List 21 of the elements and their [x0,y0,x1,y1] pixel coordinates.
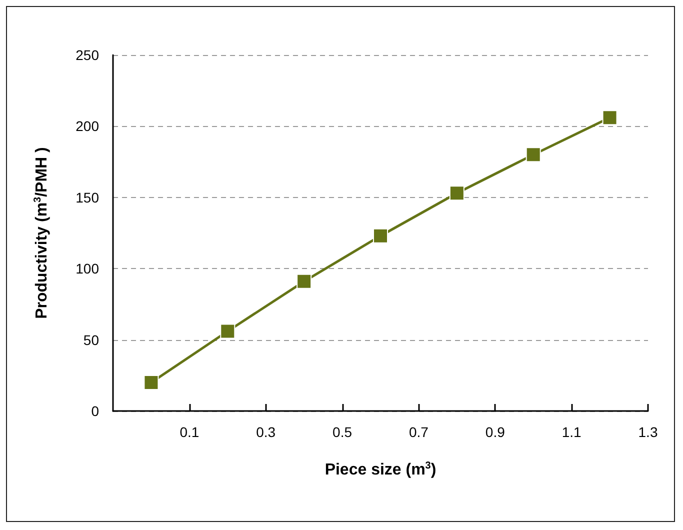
x-tick-label: 0.3 [256,424,276,440]
x-tick-label: 1.1 [562,424,582,440]
x-tick-label: 0.7 [408,424,429,440]
y-tick-label: 100 [76,260,100,277]
x-tick-label: 0.5 [332,424,352,440]
x-tick-label: 0.9 [485,424,506,440]
y-tick-label: 250 [76,47,100,63]
point [144,375,159,390]
x-tick-label: 0.1 [180,424,200,440]
point [602,110,618,126]
point [296,274,312,289]
y-tick-label: 200 [76,118,100,134]
y-axis-title: Productivity (m3/PMH ) [32,147,50,319]
point [373,228,388,244]
y-tick-label: 0 [91,403,100,419]
y-tick-label: 50 [83,332,100,348]
x-tick-label: 1.3 [638,424,658,440]
point [220,324,236,339]
y-tick-label: 150 [76,189,100,206]
point [449,186,464,201]
point [526,147,541,162]
